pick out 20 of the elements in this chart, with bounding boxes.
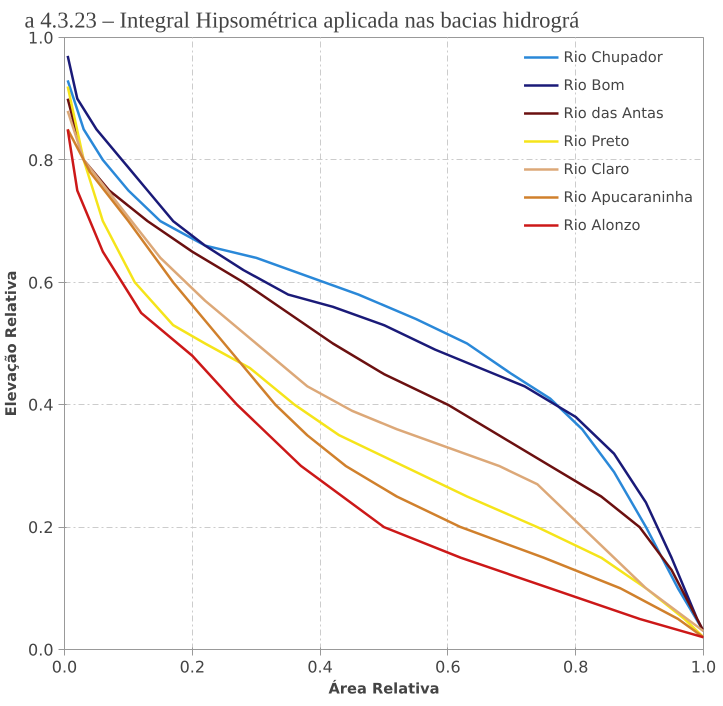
y-tick-label: 0.0 <box>28 640 54 660</box>
legend-label: Rio Alonzo <box>564 216 640 234</box>
legend-label: Rio Chupador <box>564 48 663 66</box>
legend-label: Rio Preto <box>564 132 630 150</box>
x-tick-label: 0.0 <box>52 658 78 676</box>
y-tick-label: 0.4 <box>28 396 54 415</box>
legend-label: Rio das Antas <box>564 104 664 122</box>
x-tick-label: 0.2 <box>180 658 206 676</box>
x-tick-label: 0.6 <box>435 658 461 676</box>
x-tick-label: 0.4 <box>307 658 333 676</box>
y-tick-label: 0.8 <box>28 150 54 170</box>
x-tick-label: 1.0 <box>690 658 716 676</box>
legend-label: Rio Claro <box>564 160 630 178</box>
y-axis-title: Elevação Relativa <box>3 270 20 416</box>
legend-label: Rio Bom <box>564 76 625 94</box>
y-tick-label: 0.2 <box>28 518 54 538</box>
legend-label: Rio Apucaraninha <box>564 188 693 206</box>
y-tick-label: 0.6 <box>28 273 54 292</box>
x-axis-title: Área Relativa <box>328 680 440 698</box>
x-tick-label: 0.8 <box>562 658 588 676</box>
